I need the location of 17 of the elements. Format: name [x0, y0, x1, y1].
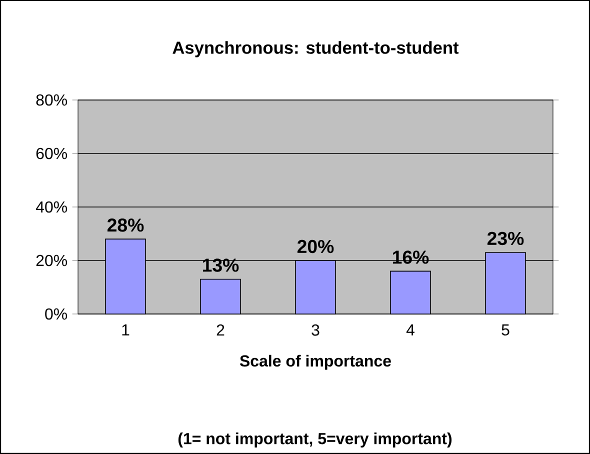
x-tick-label: 3 [312, 324, 320, 336]
x-axis-title: Scale of importance [240, 354, 391, 370]
data-label: 20% [297, 240, 334, 254]
x-tick-label: 4 [406, 324, 414, 336]
chart-title: Asynchronous: student-to-student [172, 41, 459, 58]
y-tick-label: 60% [36, 148, 68, 160]
y-tick-label: 20% [36, 254, 68, 266]
data-label: 23% [487, 232, 524, 246]
x-tick-label: 2 [216, 324, 224, 336]
y-tick-label: 40% [36, 201, 68, 213]
data-label: 28% [107, 218, 144, 232]
x-tick-label: 1 [122, 324, 130, 336]
y-tick-label: 80% [36, 94, 68, 106]
text: (1= not important, 5=very important) [178, 432, 452, 448]
data-label: 13% [202, 258, 239, 272]
y-tick-label: 0% [45, 308, 68, 320]
x-tick-label: 5 [502, 324, 510, 336]
